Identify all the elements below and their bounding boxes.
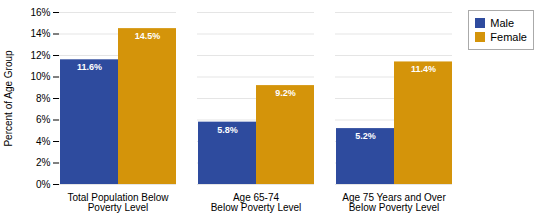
svg-text:5.2%: 5.2% [355,131,376,141]
html-text:Female: Female [490,31,527,43]
svg-text:16%: 16% [30,7,50,18]
svg-text:6%: 6% [36,114,51,125]
svg-text:5.8%: 5.8% [217,125,238,135]
svg-text:11.6%: 11.6% [77,62,102,72]
svg-text:8%: 8% [36,93,51,104]
svg-text:Age 65-74Below Poverty Level: Age 65-74Below Poverty Level [211,192,302,213]
svg-text:Total Population BelowPoverty: Total Population BelowPoverty Level [67,192,169,213]
svg-text:0%: 0% [36,179,51,190]
html-text:Male: Male [490,17,515,29]
svg-text:11.4%: 11.4% [411,64,436,74]
svg-text:12%: 12% [30,50,50,61]
svg-text:2%: 2% [36,157,51,168]
svg-text:10%: 10% [30,71,50,82]
svg-text:14.5%: 14.5% [135,31,161,41]
svg-text:14%: 14% [30,28,50,39]
svg-text:4%: 4% [36,136,51,147]
svg-text:9.2%: 9.2% [275,88,296,98]
svg-text:Age 75 Years and OverBelow Pov: Age 75 Years and OverBelow Poverty Level [342,192,446,213]
svg-text:Percent of Age Group: Percent of Age Group [3,50,14,147]
